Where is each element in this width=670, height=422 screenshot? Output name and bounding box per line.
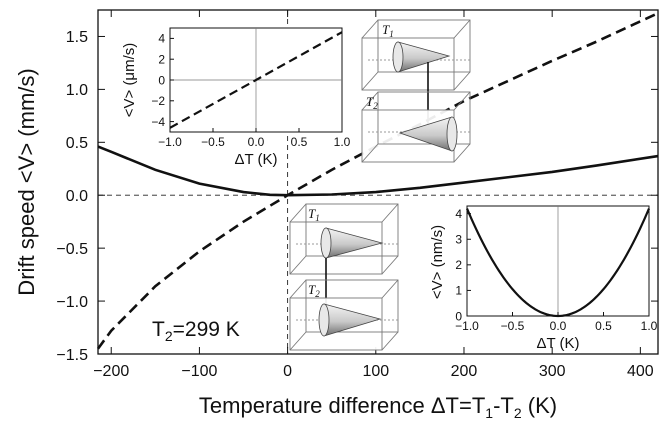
inset2-series bbox=[465, 208, 651, 318]
main-x-tick-label: 200 bbox=[451, 363, 478, 380]
upper-bottom-cone bbox=[398, 116, 458, 152]
lower-box-top-label: T1 bbox=[308, 206, 320, 223]
lower-top-sub: 1 bbox=[315, 213, 320, 223]
lower-bottom-t: T bbox=[308, 282, 316, 297]
inset1-axes: −1.0 −0.5 0.0 0.5 1.0 −4 −2 0 2 4 bbox=[151, 28, 351, 149]
inset2-y-tick-label: 4 bbox=[455, 207, 462, 221]
inset1-x-tick-label: −1.0 bbox=[158, 135, 182, 149]
lower-bottom-cone bbox=[318, 303, 382, 337]
main-y-axis-label: Drift speed <V> (mm/s) bbox=[14, 68, 39, 295]
upper-bottom-t: T bbox=[366, 94, 374, 109]
lower-bottom-sub: 2 bbox=[315, 289, 320, 299]
inset2-axes: −1.0 −0.5 0.0 0.5 1.0 0 1 2 3 4 bbox=[455, 206, 658, 333]
main-y-tick-label: 1.0 bbox=[66, 82, 88, 99]
inset2-x-tick-label: 1.0 bbox=[641, 319, 658, 333]
main-x-tick-label: 300 bbox=[539, 363, 566, 380]
lower-top-t: T bbox=[308, 206, 316, 221]
upper-top-t: T bbox=[382, 22, 390, 37]
inset1-y-tick-label: 4 bbox=[158, 32, 165, 46]
upper-box-bottom-label: T2 bbox=[366, 94, 378, 111]
annotation-tail: =299 K bbox=[173, 318, 240, 341]
lower-top-cone bbox=[320, 227, 384, 259]
inset1-y-tick-label: −4 bbox=[151, 115, 165, 129]
schematic-upper: T1 T2 bbox=[361, 19, 471, 163]
x-axis-label-tail: (K) bbox=[522, 393, 557, 418]
x-axis-label-sub1: 1 bbox=[485, 405, 493, 421]
inset2-y-tick-label: 1 bbox=[455, 284, 462, 298]
main-y-tick-label: 1.5 bbox=[66, 29, 88, 46]
inset1-y-axis-label: <V> (μm/s) bbox=[121, 43, 138, 118]
lower-box-bottom-label: T2 bbox=[308, 282, 320, 299]
inset1-x-tick-label: 0.0 bbox=[248, 135, 265, 149]
upper-bottom-sub: 2 bbox=[373, 101, 378, 111]
schematic-lower: T1 T2 bbox=[289, 203, 399, 351]
main-x-tick-label: 100 bbox=[362, 363, 389, 380]
annotation-sub: 2 bbox=[165, 328, 173, 344]
main-x-tick-label: −200 bbox=[93, 363, 129, 380]
main-x-tick-label: −100 bbox=[181, 363, 217, 380]
inset1-y-tick-label: 0 bbox=[158, 73, 165, 87]
main-series-solid-line bbox=[97, 145, 659, 197]
main-x-tick-label: 0 bbox=[283, 363, 292, 380]
x-axis-label-mid: -T bbox=[493, 393, 514, 418]
inset1-y-tick-label: 2 bbox=[158, 53, 165, 67]
annotation-t: T bbox=[152, 318, 165, 341]
main-plot: −200 −100 0 100 200 300 400−1.5−1.0−0.50.00.51… bbox=[14, 9, 659, 421]
main-y-tick-label: 0.0 bbox=[66, 188, 88, 205]
main-series-dashed-line bbox=[96, 12, 659, 350]
inset2-y-tick-label: 0 bbox=[455, 309, 462, 323]
inset2-x-tick-label: 0.0 bbox=[550, 319, 567, 333]
main-y-tick-label: −0.5 bbox=[56, 241, 88, 258]
main-x-tick-label: 400 bbox=[627, 363, 654, 380]
main-plot-frame bbox=[97, 9, 659, 355]
inset1-series bbox=[169, 31, 343, 129]
main-y-tick-label: −1.0 bbox=[56, 294, 88, 311]
upper-top-sub: 1 bbox=[389, 29, 394, 39]
main-series bbox=[96, 12, 659, 350]
inset2-y-tick-label: 2 bbox=[455, 258, 462, 272]
inset2-y-tick-label: 3 bbox=[455, 233, 462, 247]
x-axis-label-main-part: Temperature difference ΔT=T bbox=[199, 393, 485, 418]
upper-top-cone bbox=[392, 41, 451, 73]
x-axis-label-sub2: 2 bbox=[514, 405, 522, 421]
inset-linear-plot: −1.0 −0.5 0.0 0.5 1.0 −4 −2 0 2 4 <V> (μm/s) ΔT (… bbox=[121, 27, 351, 168]
upper-box-top-label: T1 bbox=[382, 22, 394, 39]
inset1-x-tick-label: 1.0 bbox=[334, 135, 351, 149]
inset2-series-solid-line bbox=[465, 208, 651, 318]
inset1-x-tick-label: −0.5 bbox=[201, 135, 225, 149]
temperature-annotation: T2=299 K bbox=[152, 318, 240, 344]
inset1-series-dashed-line bbox=[169, 31, 343, 129]
inset-parabola-plot: −1.0 −0.5 0.0 0.5 1.0 0 1 2 3 4 <V> (nm/s) ΔT (K) bbox=[429, 205, 658, 352]
inset1-y-tick-label: −2 bbox=[151, 94, 165, 108]
main-axis-ticks: −200 −100 0 100 200 300 400−1.5−1.0−0.50.00.51… bbox=[56, 10, 658, 380]
main-x-axis-label: Temperature difference ΔT=T1-T2 (K) bbox=[199, 393, 557, 421]
main-y-tick-label: −1.5 bbox=[56, 347, 88, 364]
inset2-y-axis-label: <V> (nm/s) bbox=[429, 225, 446, 299]
inset2-x-axis-label: ΔT (K) bbox=[536, 335, 579, 352]
inset2-x-tick-label: −1.0 bbox=[455, 319, 479, 333]
inset1-x-axis-label: ΔT (K) bbox=[234, 151, 277, 168]
main-y-tick-label: 0.5 bbox=[66, 135, 88, 152]
inset2-x-tick-label: −0.5 bbox=[501, 319, 525, 333]
inset2-x-tick-label: 0.5 bbox=[595, 319, 612, 333]
inset1-x-tick-label: 0.5 bbox=[291, 135, 308, 149]
